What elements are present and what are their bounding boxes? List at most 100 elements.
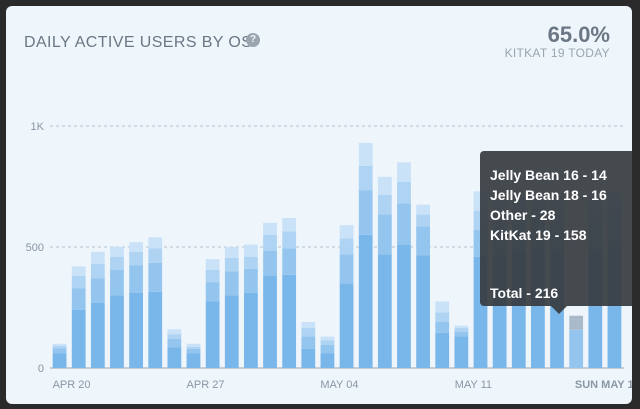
bar-segment[interactable] xyxy=(205,269,220,283)
bar-segment[interactable] xyxy=(186,346,201,349)
bar-segment[interactable] xyxy=(52,353,67,368)
kpi-label: KITKAT 19 TODAY xyxy=(504,46,610,60)
bar-segment[interactable] xyxy=(377,176,392,195)
bar-segment[interactable] xyxy=(244,256,258,269)
bar-segment[interactable] xyxy=(52,348,67,354)
bar-segment[interactable] xyxy=(129,242,143,252)
bar-segment[interactable] xyxy=(377,214,392,255)
bar-segment[interactable] xyxy=(435,322,450,333)
bar-segment[interactable] xyxy=(167,338,182,348)
bar-segment[interactable] xyxy=(339,238,354,255)
bar-segment[interactable] xyxy=(186,343,201,347)
x-tick-label: MAY 11 xyxy=(455,379,492,391)
bar-segment[interactable] xyxy=(320,353,335,368)
bar-segment[interactable] xyxy=(90,278,105,303)
bar-segment[interactable] xyxy=(129,251,143,266)
bar-segment[interactable] xyxy=(435,312,450,323)
bar-segment[interactable] xyxy=(167,347,182,368)
bar-segment[interactable] xyxy=(71,266,86,277)
tooltip-line: Jelly Bean 16 - 14 xyxy=(490,167,607,183)
bar-segment[interactable] xyxy=(263,276,277,368)
y-tick-label: 500 xyxy=(26,242,44,254)
tooltip-total: Total - 216 xyxy=(490,285,559,301)
bar-segment[interactable] xyxy=(416,204,430,215)
bar-segment[interactable] xyxy=(224,257,239,272)
bar-segment[interactable] xyxy=(129,292,143,368)
bar-segment[interactable] xyxy=(71,288,86,310)
bar-segment[interactable] xyxy=(358,142,373,166)
bar-segment[interactable] xyxy=(569,322,584,330)
bar-segment[interactable] xyxy=(148,262,163,292)
bar-segment[interactable] xyxy=(205,301,220,368)
bar-segment[interactable] xyxy=(110,295,124,368)
bar-segment[interactable] xyxy=(110,247,124,257)
bar-segment[interactable] xyxy=(52,343,67,346)
bar-segment[interactable] xyxy=(148,291,163,368)
bar-segment[interactable] xyxy=(358,190,373,235)
bar-segment[interactable] xyxy=(320,336,335,341)
bar-segment[interactable] xyxy=(110,269,124,296)
bar-segment[interactable] xyxy=(282,274,297,368)
bar-segment[interactable] xyxy=(339,225,354,239)
bar-segment[interactable] xyxy=(282,217,297,232)
bar-segment[interactable] xyxy=(339,283,354,368)
bar-segment[interactable] xyxy=(339,254,354,284)
bar-segment[interactable] xyxy=(244,244,258,257)
chart-title: DAILY ACTIVE USERS BY OS xyxy=(24,34,253,51)
bar-segment[interactable] xyxy=(435,301,450,313)
bar-segment[interactable] xyxy=(301,328,316,337)
bar-segment[interactable] xyxy=(569,329,584,368)
bar-segment[interactable] xyxy=(90,251,105,264)
bar-segment[interactable] xyxy=(90,302,105,368)
bar-segment[interactable] xyxy=(397,244,411,368)
bar-segment[interactable] xyxy=(205,259,220,270)
bar-segment[interactable] xyxy=(263,250,277,277)
bar-segment[interactable] xyxy=(454,328,469,332)
bar-segment[interactable] xyxy=(71,276,86,289)
bar-segment[interactable] xyxy=(71,309,86,368)
bar-segment[interactable] xyxy=(110,256,124,270)
bar-segment[interactable] xyxy=(416,255,430,368)
bar-segment[interactable] xyxy=(397,162,411,182)
bar-segment[interactable] xyxy=(377,254,392,368)
bar-segment[interactable] xyxy=(358,165,373,191)
bar-segment[interactable] xyxy=(358,234,373,368)
bar-segment[interactable] xyxy=(244,268,258,293)
bar-segment[interactable] xyxy=(569,315,584,320)
bar-segment[interactable] xyxy=(205,282,220,302)
bar-segment[interactable] xyxy=(454,325,469,329)
bar-segment[interactable] xyxy=(454,336,469,368)
bar-segment[interactable] xyxy=(416,214,430,227)
bar-segment[interactable] xyxy=(244,292,258,368)
bar-segment[interactable] xyxy=(148,237,163,249)
bar-segment[interactable] xyxy=(282,248,297,275)
bar-segment[interactable] xyxy=(167,329,182,335)
bar-segment[interactable] xyxy=(301,336,316,349)
bar-segment[interactable] xyxy=(186,353,201,368)
bar-segment[interactable] xyxy=(224,295,239,368)
bar-segment[interactable] xyxy=(90,263,105,279)
help-icon[interactable]: ? xyxy=(246,33,260,47)
bar-segment[interactable] xyxy=(263,222,277,235)
bar-segment[interactable] xyxy=(435,332,450,368)
bar-segment[interactable] xyxy=(52,345,67,349)
bar-segment[interactable] xyxy=(263,234,277,251)
bar-segment[interactable] xyxy=(301,322,316,329)
bar-segment[interactable] xyxy=(320,345,335,354)
bar-segment[interactable] xyxy=(167,334,182,339)
bar-segment[interactable] xyxy=(320,340,335,346)
bar-segment[interactable] xyxy=(224,247,239,258)
bar-segment[interactable] xyxy=(569,319,584,323)
bar-segment[interactable] xyxy=(148,248,163,263)
bar-segment[interactable] xyxy=(282,231,297,249)
bar-segment[interactable] xyxy=(129,265,143,293)
bar-segment[interactable] xyxy=(224,271,239,296)
bar-segment[interactable] xyxy=(186,348,201,354)
bar-segment[interactable] xyxy=(416,226,430,256)
bar-segment[interactable] xyxy=(397,203,411,245)
bar-segment[interactable] xyxy=(397,181,411,204)
bar-segment[interactable] xyxy=(301,348,316,368)
tooltip-arrow xyxy=(551,306,567,314)
bar-segment[interactable] xyxy=(377,194,392,215)
bar-segment[interactable] xyxy=(454,331,469,337)
